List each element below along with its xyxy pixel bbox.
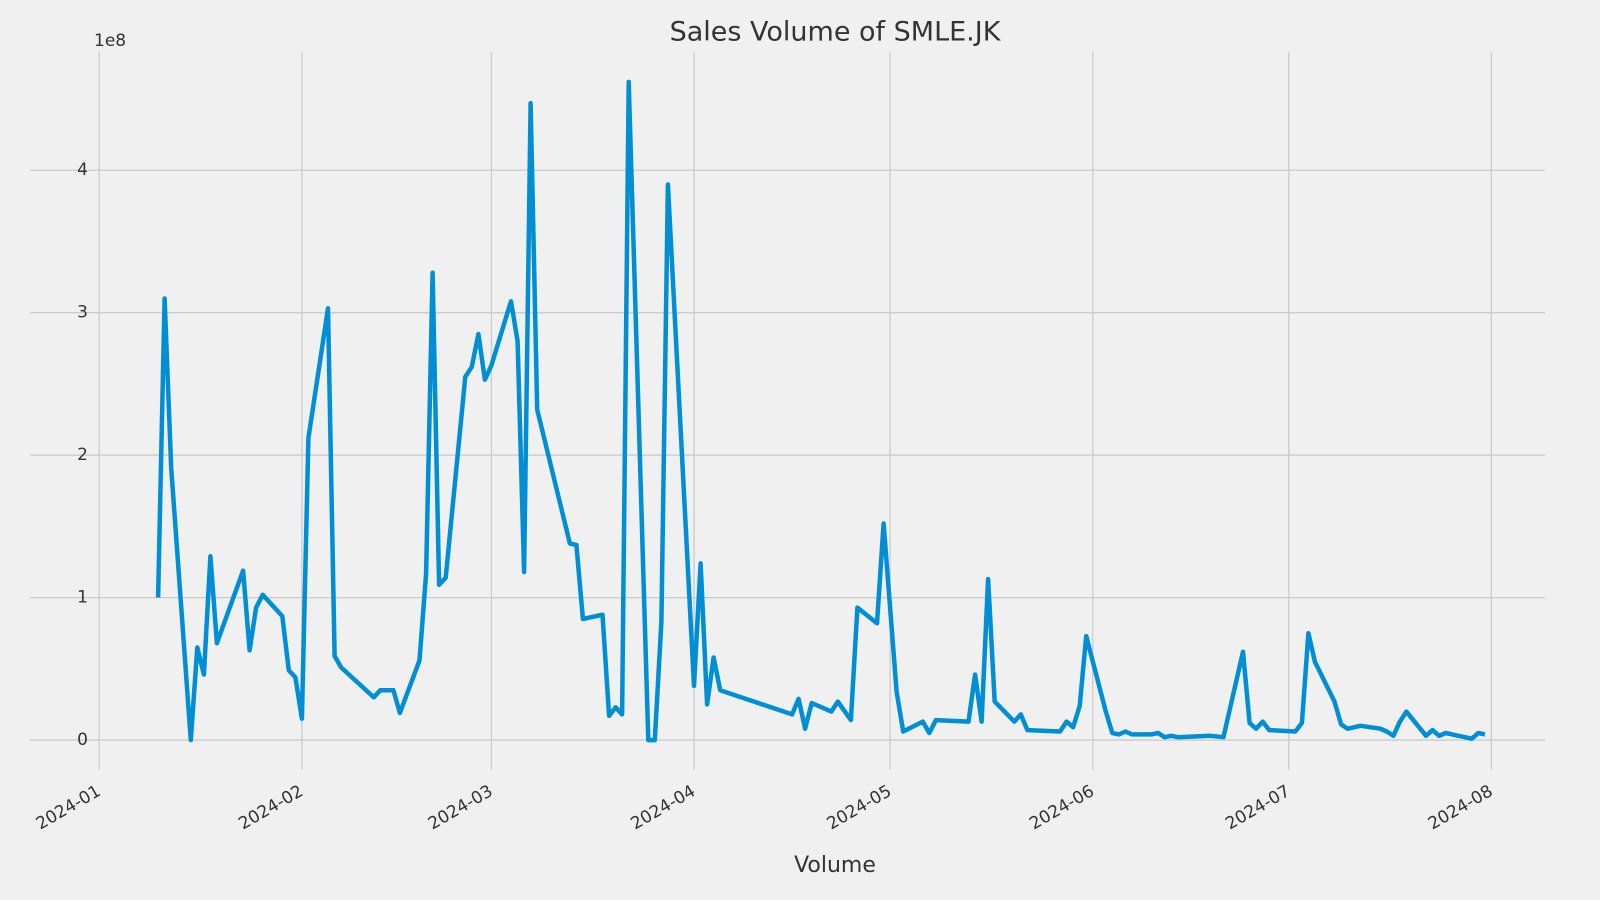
y-tick-label: 0 bbox=[77, 730, 88, 750]
chart-title: Sales Volume of SMLE.JK bbox=[670, 17, 1002, 48]
y-tick-label: 3 bbox=[77, 303, 88, 323]
y-tick-label: 2 bbox=[77, 445, 88, 465]
data-line bbox=[155, 79, 1486, 743]
x-axis-label: Volume bbox=[794, 853, 876, 878]
y-tick-label: 1 bbox=[77, 588, 88, 608]
y-tick-label: 4 bbox=[77, 160, 88, 180]
y-offset-label: 1e8 bbox=[94, 31, 126, 51]
